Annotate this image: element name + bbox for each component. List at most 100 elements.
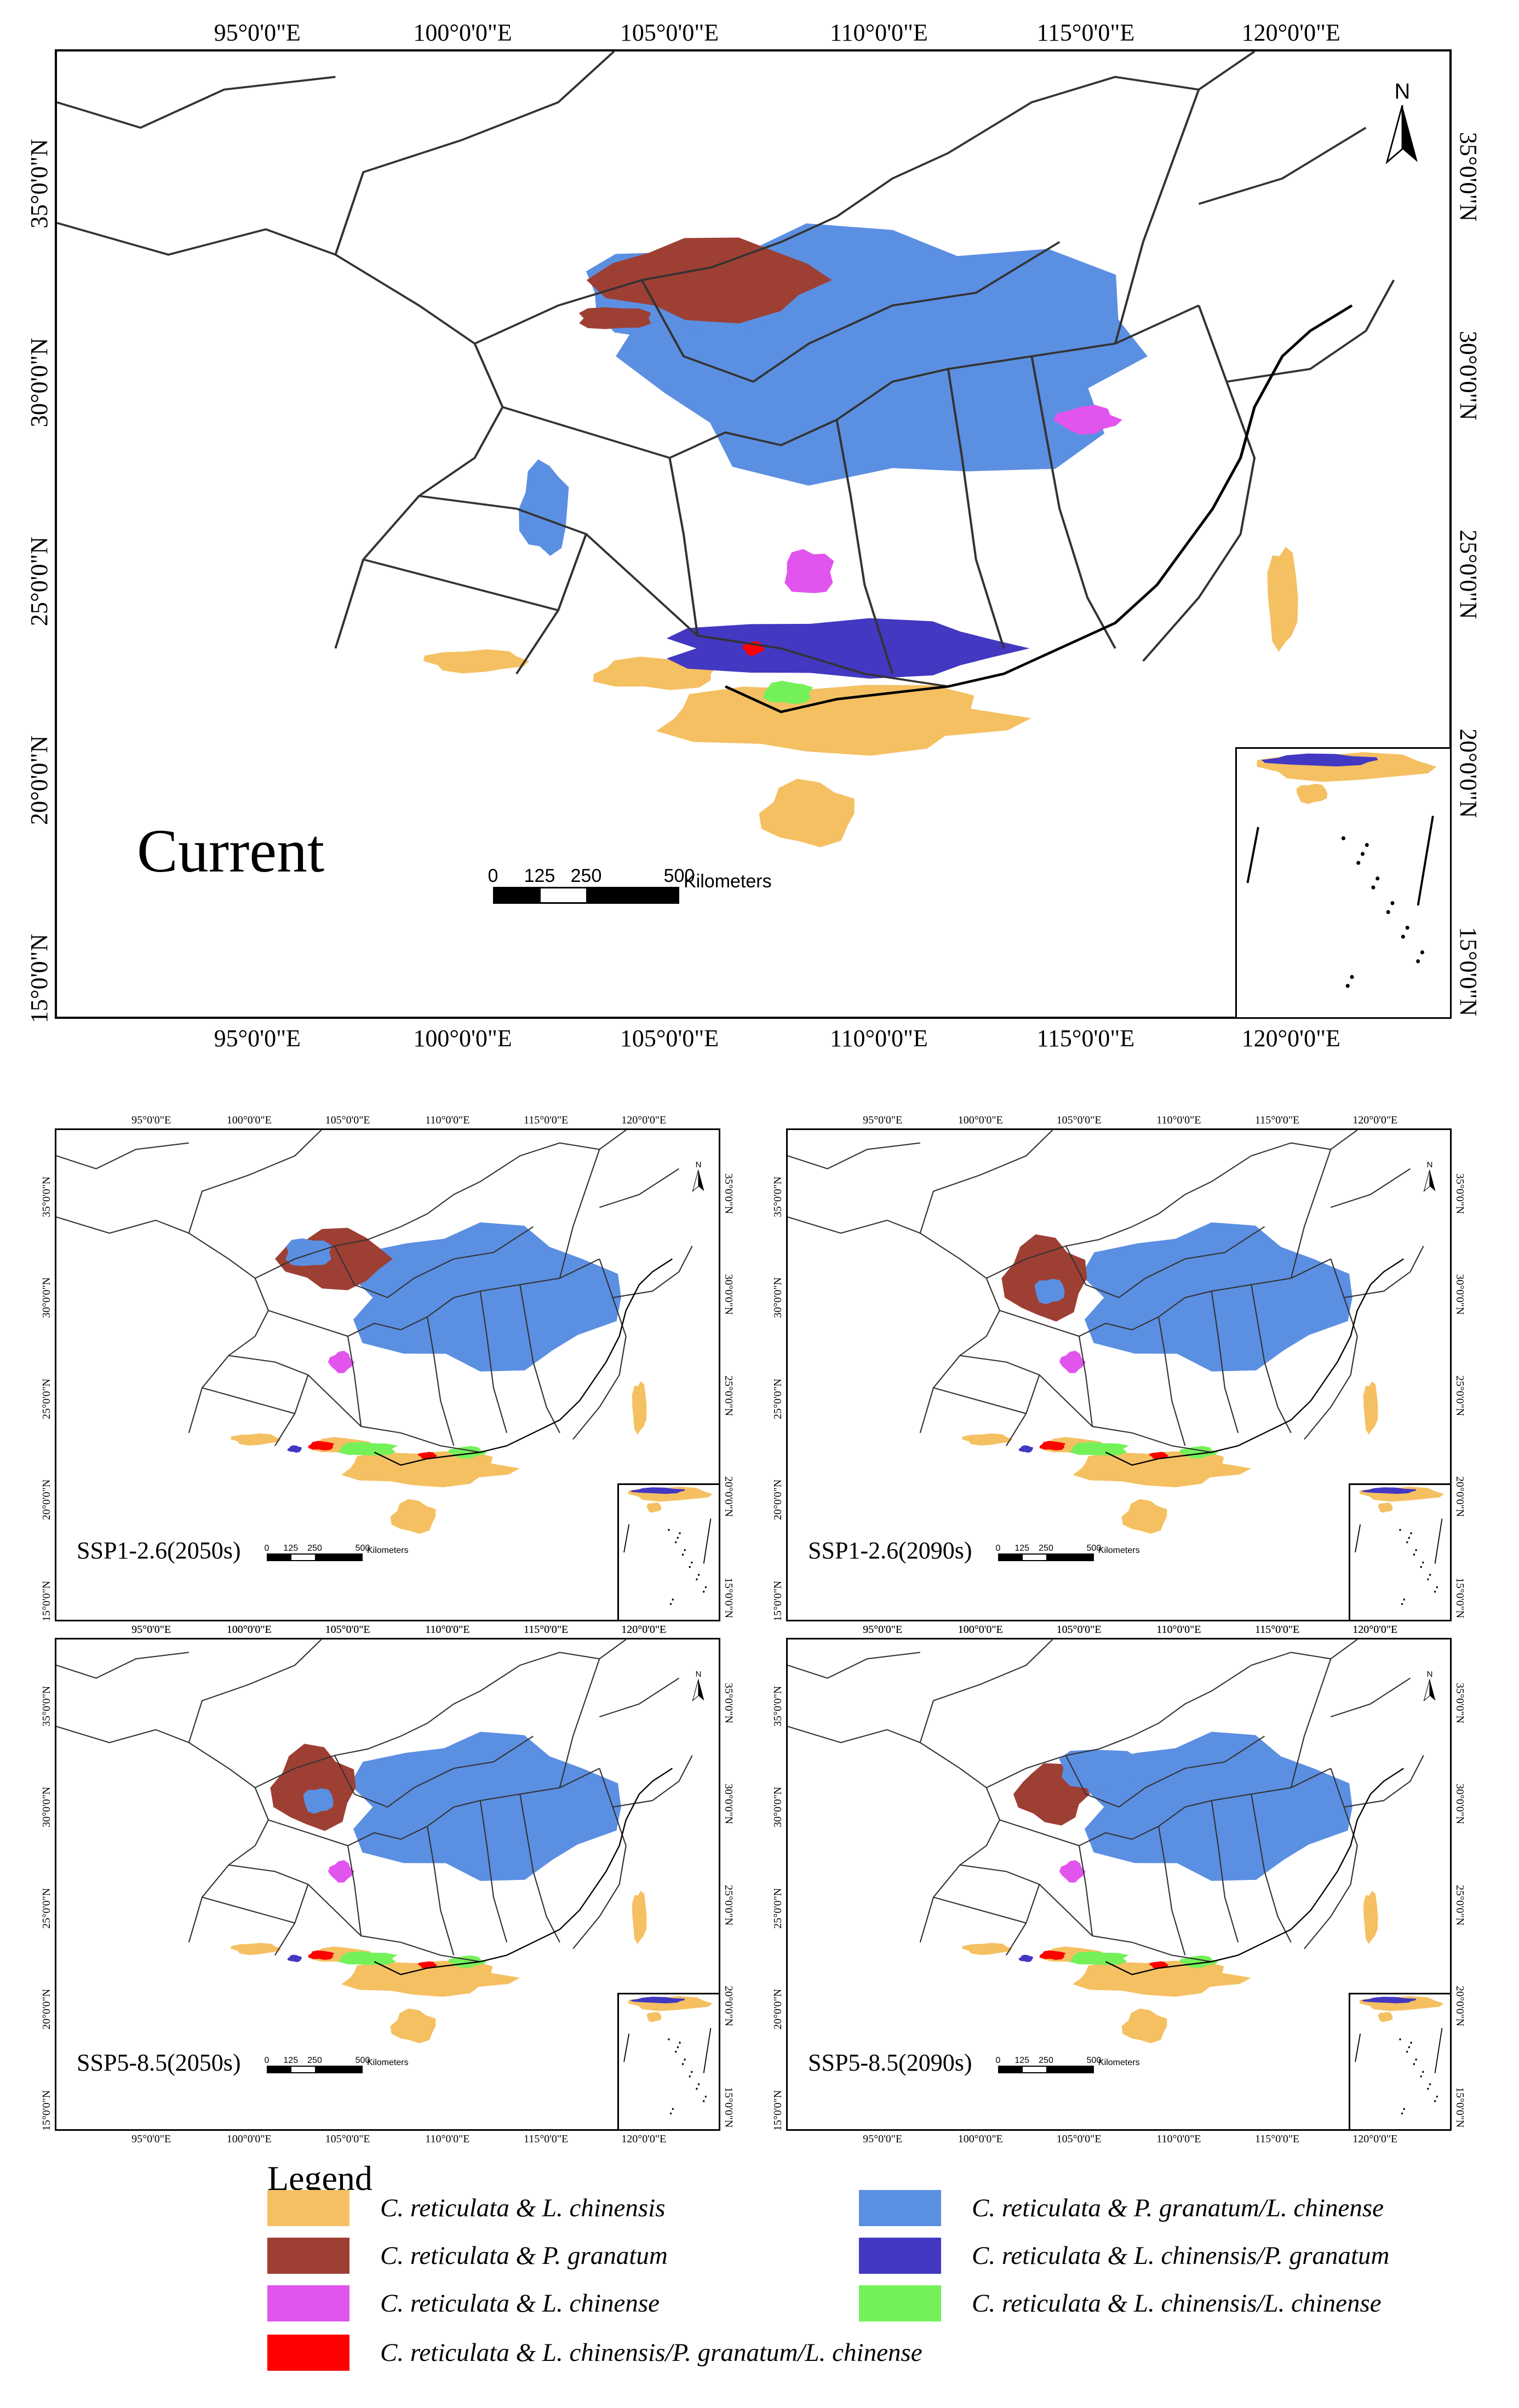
province-boundary: [519, 1794, 560, 1943]
scale-tick-label: 500: [1086, 1544, 1102, 1553]
longitude-label: 120°0'0"E: [621, 1624, 667, 1636]
svg-text:N: N: [696, 1670, 702, 1679]
scale-bar: 0 125 250 500 Kilometers: [264, 1544, 409, 1561]
suitability-region: [231, 1433, 282, 1446]
scale-bar: 0 125 250 500 Kilometers: [996, 1544, 1140, 1561]
suitability-region: [390, 2008, 436, 2044]
suitability-region: [349, 1732, 621, 1881]
coastline: [725, 304, 1353, 714]
latitude-label: 25°0'0"N: [41, 1378, 53, 1419]
province-boundary: [1211, 1800, 1239, 1943]
province-boundary: [1331, 1168, 1411, 1208]
province-boundary: [1198, 127, 1367, 205]
coastline: [1105, 1768, 1405, 1975]
suitability-region: [1018, 1954, 1033, 1962]
longitude-label: 120°0'0"E: [1352, 1624, 1398, 1636]
province-boundary: [1006, 1374, 1040, 1446]
suitability-region: [519, 459, 569, 556]
scale-unit-label: Kilometers: [1098, 1546, 1140, 1555]
suitability-region: [586, 237, 832, 324]
province-boundary: [986, 1690, 1212, 1788]
latitude-label: 35°0'0"N: [723, 1682, 735, 1723]
scale-tick-label: 500: [1086, 2056, 1102, 2065]
province-boundary: [419, 495, 949, 688]
latitude-label: 30°0'0"N: [1454, 1274, 1466, 1315]
longitude-label: 110°0'0"E: [830, 1025, 928, 1052]
legend-label: C. reticulata & L. chinensis: [380, 2194, 666, 2222]
suitability-region: [287, 1445, 302, 1453]
scale-tick-label: 250: [1039, 2056, 1053, 2065]
suitability-region: [666, 618, 1030, 679]
province-boundary: [274, 1884, 309, 1956]
province-boundary: [347, 1845, 362, 1936]
longitude-label: 110°0'0"E: [1156, 1624, 1201, 1636]
longitude-label: 115°0'0"E: [524, 2133, 569, 2145]
south-china-sea-inset: [617, 1483, 720, 1621]
longitude-label: 105°0'0"E: [1056, 1624, 1102, 1636]
longitude-label: 110°0'0"E: [1156, 1114, 1201, 1126]
province-boundary: [788, 1725, 1001, 1943]
svg-text:N: N: [1427, 1670, 1433, 1679]
province-boundary: [426, 1316, 455, 1446]
legend-item: C. reticulata & L. chinense: [267, 2285, 660, 2321]
province-boundary: [788, 1142, 920, 1169]
scale-bar: 0 125 250 500 Kilometers: [265, 2056, 409, 2073]
north-arrow-icon: N: [690, 1668, 707, 1704]
latitude-label: 15°0'0"N: [723, 1577, 735, 1618]
suitability-region: [1059, 1750, 1141, 1789]
province-boundary: [519, 1285, 560, 1434]
longitude-label: 100°0'0"E: [226, 1114, 272, 1126]
scale-unit-label: Kilometers: [367, 1546, 409, 1555]
province-boundary: [1290, 1130, 1358, 1278]
scale-tick-label: 500: [355, 1544, 370, 1553]
province-boundary: [474, 152, 949, 345]
longitude-label: 95°0'0"E: [131, 1624, 171, 1636]
longitude-label: 100°0'0"E: [226, 1624, 272, 1636]
province-boundary: [1344, 1246, 1424, 1298]
latitude-label: 15°0'0"N: [1455, 927, 1482, 1017]
latitude-label: 35°0'0"N: [1454, 1173, 1466, 1214]
longitude-label: 105°0'0"E: [1056, 2133, 1102, 2145]
suitability-region: [308, 1950, 335, 1960]
latitude-label: 15°0'0"N: [41, 2090, 53, 2131]
province-boundary: [347, 1336, 362, 1427]
latitude-label: 30°0'0"N: [41, 1277, 53, 1318]
legend-label: C. reticulata & L. chinensis/P. granatum…: [380, 2338, 922, 2367]
longitude-label: 95°0'0"E: [131, 2133, 171, 2145]
suitability-region: [390, 1499, 436, 1534]
province-boundary: [1157, 1826, 1186, 1956]
scale-unit-label: Kilometers: [1098, 2058, 1140, 2067]
longitude-label: 105°0'0"E: [1056, 1624, 1102, 1636]
latitude-label: 35°0'0"N: [723, 1173, 735, 1214]
province-boundary: [56, 1652, 189, 1679]
longitude-label: 110°0'0"E: [425, 1114, 470, 1126]
south-china-sea-inset: [1235, 747, 1452, 1019]
suitability-region: [349, 1222, 621, 1372]
province-boundary: [1114, 51, 1256, 344]
longitude-label: 120°0'0"E: [1241, 1025, 1340, 1052]
suitability-region: [1069, 1442, 1129, 1456]
scale-tick-label: 500: [355, 2056, 370, 2065]
province-boundary: [1211, 1291, 1239, 1434]
latitude-label: 15°0'0"N: [772, 1580, 784, 1621]
province-boundary: [255, 1690, 481, 1788]
province-boundary: [57, 76, 336, 129]
longitude-label: 105°0'0"E: [620, 1025, 719, 1052]
suitability-region: [341, 1960, 520, 1997]
legend-label: C. reticulata & L. chinensis/L. chinense: [972, 2289, 1382, 2318]
latitude-label: 30°0'0"N: [772, 1786, 784, 1827]
suitability-region: [784, 549, 834, 593]
suitability-region: [418, 1961, 437, 1969]
province-boundary: [919, 1639, 1053, 1743]
scale-tick-label: 125: [1014, 1544, 1030, 1553]
province-boundary: [572, 1768, 627, 1950]
suitability-region: [1149, 1452, 1168, 1459]
province-boundary: [947, 76, 1199, 154]
longitude-label: 115°0'0"E: [524, 1114, 569, 1126]
latitude-label: 25°0'0"N: [723, 1375, 735, 1416]
scale-tick-label: 0: [264, 1544, 270, 1553]
province-boundary: [334, 1735, 534, 1808]
province-boundary: [334, 51, 615, 255]
suitability-region: [1039, 1441, 1066, 1450]
longitude-label: 105°0'0"E: [325, 1624, 370, 1636]
